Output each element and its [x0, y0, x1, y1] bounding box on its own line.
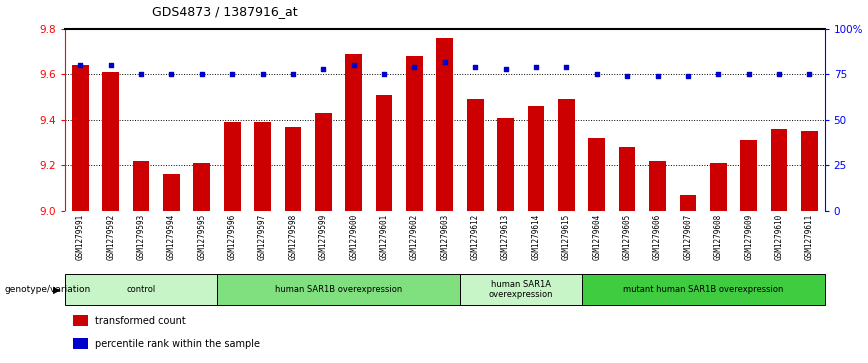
Text: GSM1279615: GSM1279615 [562, 214, 571, 260]
Bar [528, 106, 544, 211]
Bar [710, 163, 727, 211]
Text: control: control [127, 285, 155, 294]
Text: GSM1279614: GSM1279614 [531, 214, 541, 260]
Text: GSM1279595: GSM1279595 [197, 214, 207, 260]
Point [620, 73, 634, 79]
Text: human SAR1B overexpression: human SAR1B overexpression [275, 285, 402, 294]
Text: GSM1279608: GSM1279608 [713, 214, 723, 260]
Point [316, 66, 330, 72]
Point [346, 62, 360, 68]
Bar [406, 56, 423, 211]
Bar [163, 174, 180, 211]
Text: genotype/variation: genotype/variation [4, 285, 90, 294]
Point [164, 72, 179, 77]
Point [772, 72, 786, 77]
Point [529, 64, 542, 70]
Point [437, 59, 451, 65]
Text: GSM1279592: GSM1279592 [106, 214, 115, 260]
Bar [254, 122, 271, 211]
Bar [285, 127, 301, 211]
Text: GSM1279601: GSM1279601 [379, 214, 389, 260]
Bar [315, 113, 332, 211]
Bar [437, 38, 453, 211]
Point [103, 62, 117, 68]
Bar [497, 118, 514, 211]
Text: GSM1279600: GSM1279600 [349, 214, 358, 260]
Bar [589, 138, 605, 211]
Text: GSM1279594: GSM1279594 [167, 214, 176, 260]
Text: percentile rank within the sample: percentile rank within the sample [95, 339, 260, 349]
Text: GSM1279609: GSM1279609 [744, 214, 753, 260]
Bar [467, 99, 483, 211]
Text: GSM1279610: GSM1279610 [774, 214, 784, 260]
Point [650, 73, 664, 79]
Text: GSM1279612: GSM1279612 [470, 214, 480, 260]
Text: mutant human SAR1B overexpression: mutant human SAR1B overexpression [623, 285, 783, 294]
Bar [73, 338, 88, 349]
Bar [558, 99, 575, 211]
Point [407, 64, 421, 70]
Bar [680, 195, 696, 211]
Text: GSM1279607: GSM1279607 [683, 214, 693, 260]
Bar [72, 65, 89, 211]
Point [711, 72, 725, 77]
Text: GSM1279599: GSM1279599 [319, 214, 328, 260]
Point [589, 72, 603, 77]
Text: GSM1279611: GSM1279611 [805, 214, 814, 260]
Point [802, 72, 816, 77]
Point [286, 72, 299, 77]
Text: ▶: ▶ [53, 285, 61, 294]
Bar [133, 160, 149, 211]
Text: GSM1279605: GSM1279605 [622, 214, 632, 260]
Bar [65, 274, 217, 305]
Text: GSM1279603: GSM1279603 [440, 214, 450, 260]
Point [468, 64, 482, 70]
Point [498, 66, 512, 72]
Point [255, 72, 269, 77]
Point [194, 72, 208, 77]
Text: GSM1279613: GSM1279613 [501, 214, 510, 260]
Bar [649, 160, 666, 211]
Text: GSM1279596: GSM1279596 [227, 214, 237, 260]
Bar [217, 274, 460, 305]
Text: human SAR1A
overexpression: human SAR1A overexpression [489, 280, 553, 299]
Bar [376, 95, 392, 211]
Bar [102, 72, 119, 211]
Point [377, 72, 391, 77]
Text: GSM1279591: GSM1279591 [76, 214, 85, 260]
Point [559, 64, 573, 70]
Bar [224, 122, 240, 211]
Bar [73, 315, 88, 326]
Bar [194, 163, 210, 211]
Bar [740, 140, 757, 211]
Bar [771, 129, 787, 211]
Point [741, 72, 755, 77]
Bar [582, 274, 825, 305]
Text: GSM1279597: GSM1279597 [258, 214, 267, 260]
Bar [801, 131, 818, 211]
Text: GSM1279593: GSM1279593 [136, 214, 146, 260]
Point [681, 73, 694, 79]
Text: transformed count: transformed count [95, 316, 187, 326]
Point [134, 72, 148, 77]
Point [225, 72, 239, 77]
Bar [460, 274, 582, 305]
Text: GSM1279602: GSM1279602 [410, 214, 419, 260]
Text: GSM1279598: GSM1279598 [288, 214, 298, 260]
Text: GDS4873 / 1387916_at: GDS4873 / 1387916_at [152, 5, 298, 18]
Point [73, 62, 87, 68]
Bar [619, 147, 635, 211]
Bar [345, 54, 362, 211]
Text: GSM1279604: GSM1279604 [592, 214, 602, 260]
Text: GSM1279606: GSM1279606 [653, 214, 662, 260]
